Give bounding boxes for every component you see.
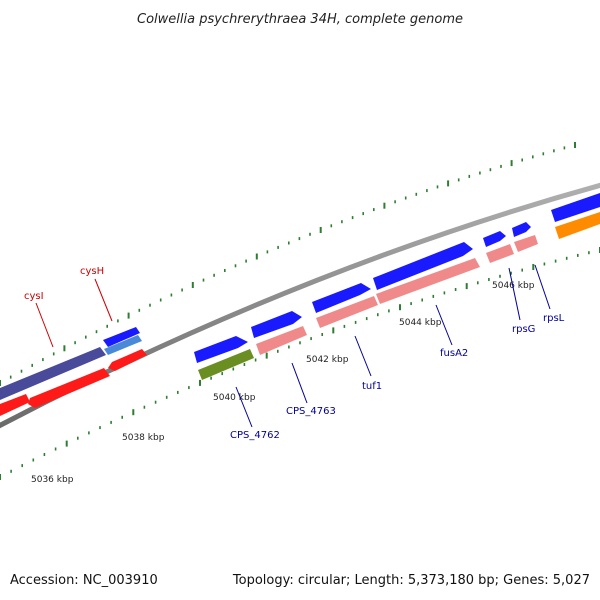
- kbp-label: 5044 kbp: [399, 318, 442, 328]
- overlap-band[interactable]: [0, 347, 106, 400]
- genome-summary-text: Topology: circular; Length: 5,373,180 bp…: [232, 573, 590, 588]
- rna-bar[interactable]: [198, 349, 254, 380]
- gene-label-cysI[interactable]: cysI: [24, 291, 44, 302]
- gene-label-rpsG[interactable]: rpsG: [512, 324, 535, 335]
- rna-bar[interactable]: [514, 235, 538, 252]
- gene-label-tuf1[interactable]: tuf1: [362, 381, 382, 392]
- upper-tick-row: [0, 142, 576, 386]
- accession-text: Accession: NC_003910: [10, 573, 158, 588]
- cds-arrow[interactable]: [483, 231, 506, 247]
- gene-label-fusA2[interactable]: fusA2: [440, 348, 468, 359]
- forward-strand-features: [103, 193, 600, 363]
- gene-label-leaders: [35, 264, 551, 428]
- kbp-label: 5038 kbp: [122, 433, 165, 443]
- gene-label-cps4762[interactable]: CPS_4762: [230, 430, 280, 441]
- cds-arrow[interactable]: [551, 193, 600, 222]
- rna-bar[interactable]: [486, 244, 514, 263]
- kbp-label: 5046 kbp: [492, 281, 535, 291]
- gene-label-cysH[interactable]: cysH: [80, 266, 104, 277]
- cds-arrow-reverse[interactable]: [108, 349, 147, 371]
- cds-arrow[interactable]: [373, 242, 473, 290]
- rna-bar[interactable]: [316, 296, 378, 328]
- cds-arrow[interactable]: [512, 222, 531, 237]
- cds-arrow-reverse[interactable]: [0, 394, 30, 416]
- reverse-strand-features: [0, 212, 600, 416]
- gene-label-rpsL[interactable]: rpsL: [543, 313, 565, 324]
- kbp-label: 5042 kbp: [306, 355, 349, 365]
- cds-arrow[interactable]: [312, 283, 371, 313]
- genome-backbone: [0, 182, 600, 429]
- kbp-label: 5036 kbp: [31, 475, 74, 485]
- gene-label-cps4763[interactable]: CPS_4763: [286, 406, 336, 417]
- cds-arrow[interactable]: [103, 327, 140, 347]
- cds-arrow[interactable]: [194, 336, 248, 363]
- cds-arrow[interactable]: [104, 335, 142, 355]
- cds-arrow[interactable]: [251, 311, 302, 338]
- lower-tick-row: [0, 247, 600, 480]
- rrna-bar[interactable]: [555, 212, 600, 239]
- cds-arrow-reverse[interactable]: [28, 368, 110, 408]
- map-title: Colwellia psychrerythraea 34H, complete …: [137, 12, 463, 27]
- kbp-label: 5040 kbp: [213, 393, 256, 403]
- rna-bar[interactable]: [376, 258, 480, 304]
- rna-bar[interactable]: [256, 326, 307, 355]
